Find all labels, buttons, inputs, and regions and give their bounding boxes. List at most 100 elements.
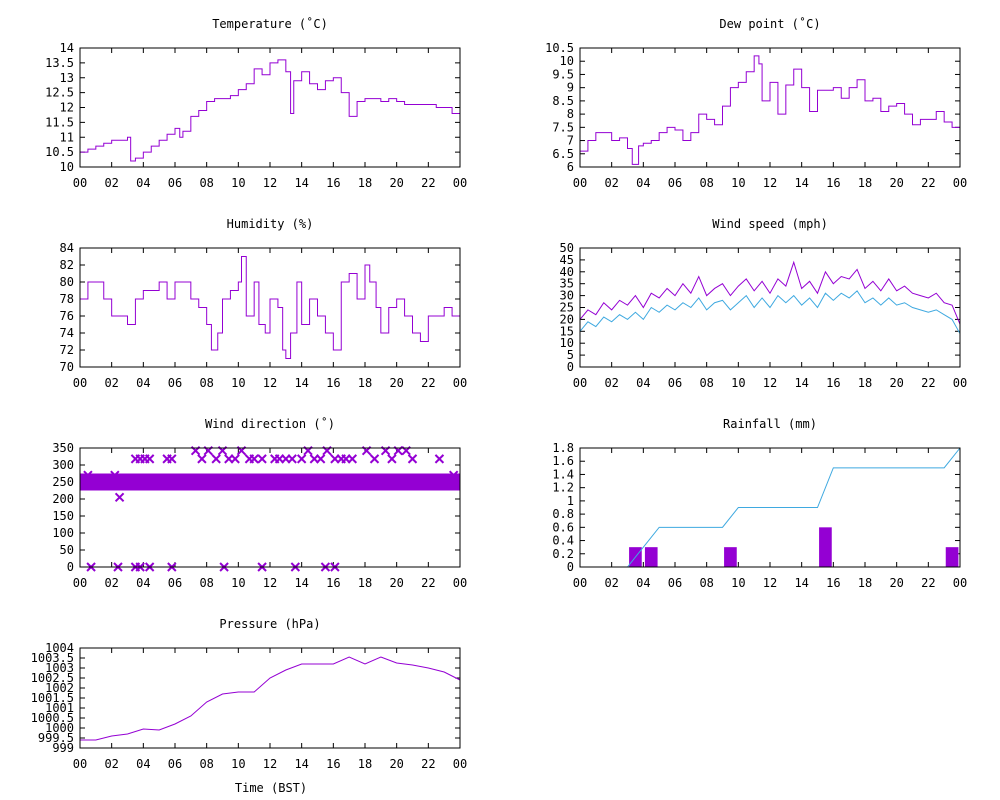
y-tick-label: 13.5 [45, 56, 74, 70]
y-tick-label: 1.8 [552, 441, 574, 455]
y-tick-label: 8.5 [552, 94, 574, 108]
x-tick-label: 00 [73, 757, 87, 771]
x-tick-label: 12 [263, 576, 277, 590]
y-tick-label: 10 [60, 160, 74, 174]
y-tick-label: 40 [560, 265, 574, 279]
winddirection-chart: Wind direction (˚) 0 50 100 150 200 250 300 350 0… [52, 416, 467, 590]
direction-point [448, 470, 459, 480]
x-tick-label: 08 [199, 376, 213, 390]
x-tick-label: 14 [294, 576, 308, 590]
x-tick-label: 06 [668, 576, 682, 590]
x-tick-label: 04 [136, 757, 150, 771]
x-tick-label: 16 [326, 757, 340, 771]
x-tick-label: 16 [826, 176, 840, 190]
plot-frame [79, 47, 461, 168]
x-tick-label: 22 [421, 576, 435, 590]
x-tick-label: 02 [604, 576, 618, 590]
y-tick-label: 1002 [45, 681, 74, 695]
x-tick-label: 04 [636, 176, 650, 190]
y-tick-label: 1001 [45, 701, 74, 715]
y-tick-label: 0.4 [552, 534, 574, 548]
direction-point [197, 454, 207, 464]
direction-point [296, 454, 307, 464]
humidity-chart: Humidity (%) 70 72 74 76 78 80 82 84 00 02 04 06 08 10… [60, 217, 468, 390]
x-tick-label: 02 [604, 376, 618, 390]
y-tick-label: 8 [567, 107, 574, 121]
chart-title: Rainfall (mm) [723, 417, 817, 431]
chart-title: Wind speed (mph) [712, 217, 828, 231]
x-tick-label: 10 [231, 376, 245, 390]
y-tick-label: 0 [67, 560, 74, 574]
direction-point [387, 454, 397, 464]
y-tick-label: 20 [560, 312, 574, 326]
x-tick-label: 00 [953, 176, 967, 190]
x-tick-label: 02 [104, 176, 118, 190]
y-tick-label: 1003 [45, 661, 74, 675]
x-tick-label: 12 [763, 576, 777, 590]
x-tick-label: 14 [294, 376, 308, 390]
x-tick-label: 10 [731, 376, 745, 390]
y-tick-label: 12.5 [45, 86, 74, 100]
y-tick-label: 10 [560, 54, 574, 68]
pressure-series-line-1 [80, 656, 461, 741]
y-tick-label: 35 [560, 277, 574, 291]
x-tick-label: 00 [453, 176, 467, 190]
y-tick-label: 1.6 [552, 454, 574, 468]
direction-point [347, 454, 358, 464]
rainfall-bar [945, 547, 959, 567]
chart-title: Pressure (hPa) [219, 617, 320, 631]
chart-title: Wind direction (˚) [205, 416, 335, 431]
y-tick-label: 25 [560, 301, 574, 315]
y-tick-label: 1001.5 [31, 691, 74, 705]
x-tick-label: 20 [389, 376, 403, 390]
x-tick-label: 10 [231, 176, 245, 190]
x-tick-label: 02 [104, 376, 118, 390]
x-tick-label: 16 [326, 576, 340, 590]
x-tick-label: 00 [453, 376, 467, 390]
y-tick-label: 7 [567, 134, 574, 148]
y-tick-label: 10.5 [45, 145, 74, 159]
y-tick-label: 250 [52, 475, 74, 489]
plot-frame [579, 47, 961, 168]
y-tick-label: 80 [60, 275, 74, 289]
y-tick-label: 100 [52, 526, 74, 540]
x-tick-label: 12 [263, 176, 277, 190]
y-tick-label: 300 [52, 458, 74, 472]
y-tick-label: 1.2 [552, 481, 574, 495]
x-tick-label: 22 [921, 176, 935, 190]
y-tick-label: 0 [567, 560, 574, 574]
direction-point [287, 454, 297, 464]
x-tick-label: 04 [636, 576, 650, 590]
x-tick-label: 00 [73, 376, 87, 390]
y-tick-label: 50 [560, 241, 574, 255]
y-tick-label: 1002.5 [31, 671, 74, 685]
x-tick-label: 00 [453, 757, 467, 771]
direction-point [257, 454, 267, 464]
y-tick-label: 6 [567, 160, 574, 174]
x-tick-label: 20 [889, 376, 903, 390]
x-tick-label: 02 [604, 176, 618, 190]
x-tick-label: 18 [358, 757, 372, 771]
windspeed-series-line-1 [579, 260, 961, 325]
y-tick-label: 74 [60, 326, 74, 340]
direction-point [369, 454, 380, 464]
y-tick-label: 7.5 [552, 120, 574, 134]
plot-frame [79, 247, 461, 368]
y-tick-label: 11.5 [45, 115, 74, 129]
x-tick-label: 02 [104, 576, 118, 590]
y-tick-label: 1004 [45, 641, 74, 655]
x-tick-label: 08 [699, 576, 713, 590]
direction-band [80, 473, 460, 491]
y-tick-label: 0.2 [552, 547, 574, 561]
direction-point [83, 470, 93, 480]
x-tick-label: 16 [826, 576, 840, 590]
plot-frame [579, 447, 961, 568]
y-tick-label: 10 [560, 336, 574, 350]
x-tick-label: 04 [136, 176, 150, 190]
x-tick-label: 22 [421, 376, 435, 390]
x-tick-label: 12 [763, 376, 777, 390]
y-tick-label: 1000.5 [31, 711, 74, 725]
x-tick-label: 06 [668, 176, 682, 190]
